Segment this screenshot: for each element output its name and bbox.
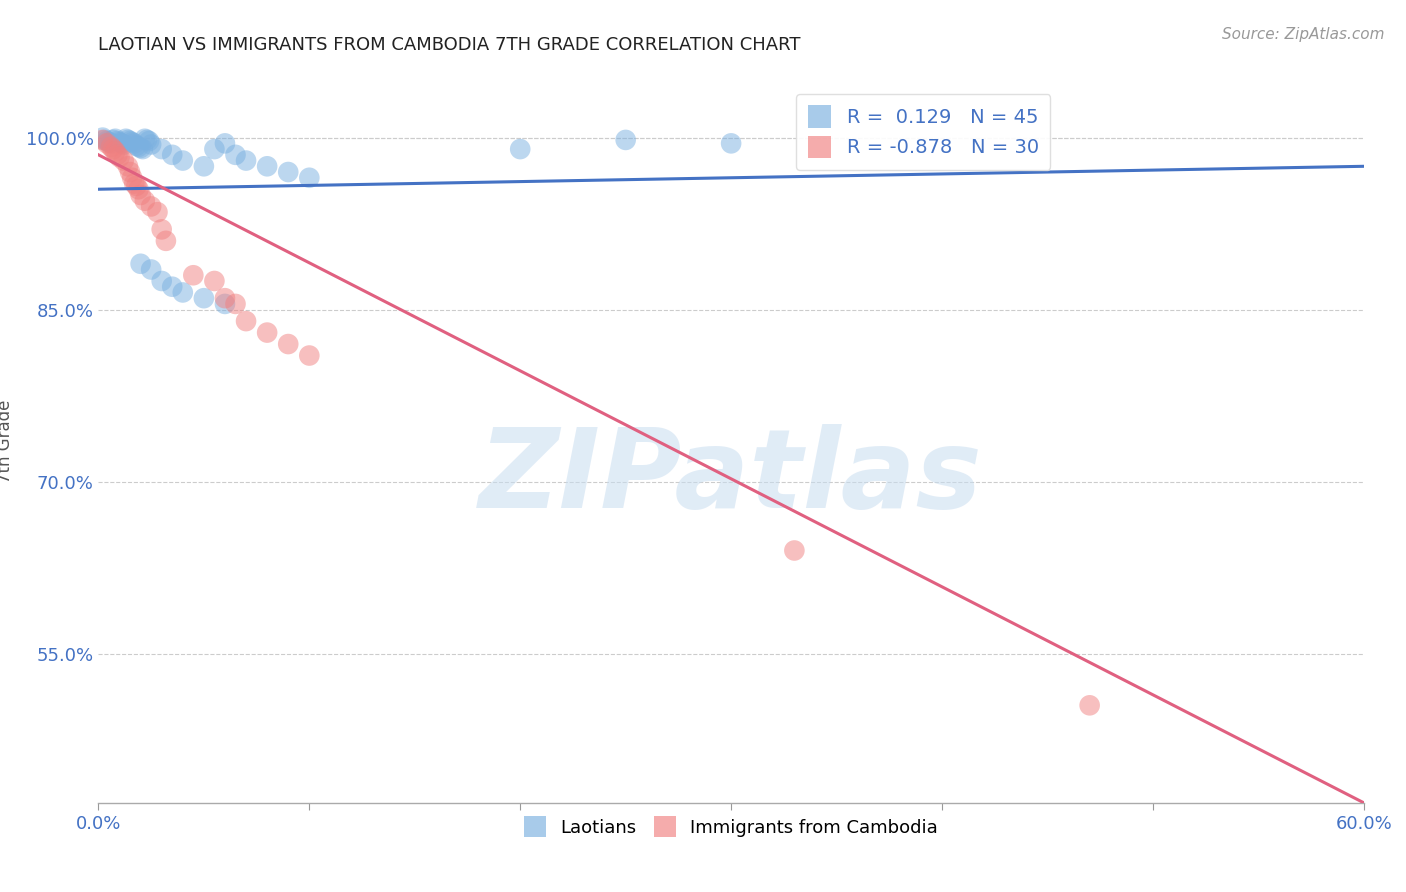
Point — [96, 136, 118, 151]
Point — [136, 133, 159, 147]
Point — [98, 135, 121, 149]
Text: LAOTIAN VS IMMIGRANTS FROM CAMBODIA 7TH GRADE CORRELATION CHART: LAOTIAN VS IMMIGRANTS FROM CAMBODIA 7TH … — [98, 36, 801, 54]
Point — [120, 165, 141, 179]
Point — [150, 142, 173, 156]
Point — [117, 133, 139, 147]
Point — [204, 142, 226, 156]
Point — [614, 133, 637, 147]
Text: Source: ZipAtlas.com: Source: ZipAtlas.com — [1222, 27, 1385, 42]
Point — [134, 132, 156, 146]
Point — [104, 145, 127, 159]
Point — [172, 153, 194, 168]
Point — [235, 314, 257, 328]
Point — [103, 142, 125, 156]
Point — [91, 133, 114, 147]
Point — [146, 205, 169, 219]
Point — [509, 142, 531, 156]
Point — [193, 291, 215, 305]
Point — [128, 140, 150, 154]
Point — [96, 134, 118, 148]
Point — [214, 291, 236, 305]
Point — [150, 222, 173, 236]
Point — [141, 199, 163, 213]
Legend: Laotians, Immigrants from Cambodia: Laotians, Immigrants from Cambodia — [517, 809, 945, 845]
Point — [125, 178, 148, 193]
Point — [129, 257, 152, 271]
Point — [124, 136, 146, 151]
Point — [162, 279, 183, 293]
Point — [120, 134, 141, 148]
Y-axis label: 7th Grade: 7th Grade — [0, 400, 14, 483]
Point — [1078, 698, 1101, 713]
Point — [298, 170, 321, 185]
Point — [256, 159, 278, 173]
Point — [125, 138, 148, 153]
Text: ZIPatlas: ZIPatlas — [479, 425, 983, 531]
Point — [121, 135, 143, 149]
Point — [132, 142, 155, 156]
Point — [108, 150, 131, 164]
Point — [298, 349, 321, 363]
Point — [129, 141, 152, 155]
Point — [129, 188, 152, 202]
Point — [134, 194, 156, 208]
Point — [720, 136, 742, 151]
Point — [107, 134, 129, 148]
Point — [111, 136, 132, 151]
Point — [141, 137, 163, 152]
Point — [235, 153, 257, 168]
Point — [277, 165, 299, 179]
Point — [204, 274, 226, 288]
Point — [128, 182, 150, 196]
Point — [124, 177, 146, 191]
Point — [225, 148, 247, 162]
Point — [193, 159, 215, 173]
Point — [256, 326, 278, 340]
Point — [91, 130, 114, 145]
Point — [100, 140, 122, 154]
Point — [214, 136, 236, 151]
Point — [150, 274, 173, 288]
Point — [162, 148, 183, 162]
Point — [104, 132, 127, 146]
Point — [155, 234, 177, 248]
Point — [783, 543, 806, 558]
Point — [108, 135, 131, 149]
Point — [117, 159, 139, 173]
Point — [103, 133, 125, 147]
Point — [93, 133, 117, 147]
Point — [112, 137, 135, 152]
Point — [172, 285, 194, 300]
Point — [214, 297, 236, 311]
Point — [121, 170, 143, 185]
Point — [112, 153, 135, 168]
Point — [138, 134, 160, 148]
Point — [277, 337, 299, 351]
Point — [115, 132, 138, 146]
Point — [183, 268, 205, 283]
Point — [225, 297, 247, 311]
Point — [107, 148, 129, 162]
Point — [141, 262, 163, 277]
Point — [100, 136, 122, 151]
